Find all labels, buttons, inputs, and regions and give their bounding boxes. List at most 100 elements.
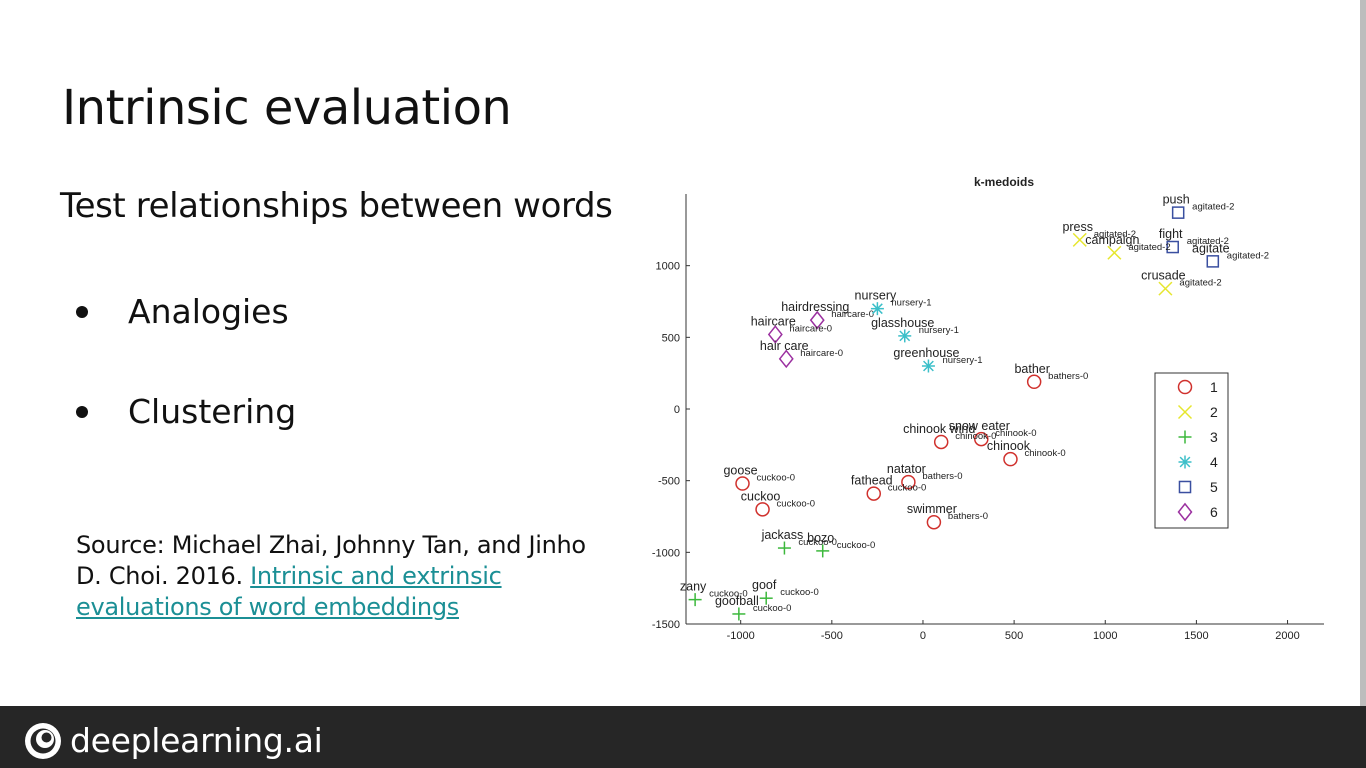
marker-plus bbox=[777, 541, 791, 555]
point-cluster-tag: nursery-1 bbox=[942, 355, 982, 366]
point-word-label: bather bbox=[1014, 362, 1049, 376]
point-cluster-tag: cuckoo-0 bbox=[709, 589, 748, 600]
point-word-label: chinook bbox=[987, 439, 1031, 453]
square-marker bbox=[1171, 206, 1185, 219]
bullet-label: Clustering bbox=[128, 392, 297, 431]
marker-square bbox=[1206, 255, 1220, 268]
star-stroke bbox=[1179, 456, 1191, 468]
point-word-label: zany bbox=[680, 580, 707, 594]
bullet-item-analogies: Analogies bbox=[76, 292, 289, 331]
point-cluster-tag: cuckoo-0 bbox=[777, 498, 816, 509]
x-stroke bbox=[1107, 245, 1122, 260]
point-word-label: natator bbox=[887, 462, 926, 476]
source-citation: Source: Michael Zhai, Johnny Tan, and Ji… bbox=[76, 530, 606, 623]
point-cluster-tag: nursery-1 bbox=[919, 325, 959, 336]
marker-plus bbox=[688, 593, 702, 607]
marker-circle bbox=[755, 502, 770, 517]
marker-diamond bbox=[778, 349, 794, 369]
point-word-label: crusade bbox=[1141, 269, 1186, 283]
marker-plus bbox=[816, 544, 830, 558]
point-word-label: agitate bbox=[1192, 241, 1230, 255]
x-tick-label: 2000 bbox=[1275, 630, 1299, 642]
legend-box bbox=[1154, 372, 1229, 529]
square-marker bbox=[1166, 240, 1179, 254]
marker-x bbox=[1158, 281, 1173, 296]
point-word-label: chinook wind bbox=[903, 422, 975, 436]
circle-marker bbox=[926, 514, 942, 530]
marker-circle bbox=[926, 514, 942, 530]
point-cluster-tag: haircare-0 bbox=[800, 348, 843, 359]
x-tick-label: 0 bbox=[920, 630, 926, 642]
point-cluster-tag: cuckoo-0 bbox=[757, 473, 796, 484]
source-paper-link[interactable]: Intrinsic and extrinsic evaluations of w… bbox=[76, 562, 502, 621]
point-word-label: jackass bbox=[761, 528, 804, 542]
point-word-label: push bbox=[1163, 193, 1190, 207]
y-tick-label: 0 bbox=[674, 404, 680, 416]
y-tick-label: -1000 bbox=[652, 547, 680, 559]
marker-circle bbox=[933, 434, 949, 450]
diamond-marker bbox=[767, 325, 783, 344]
k-medoids-scatter-chart: k-medoids -1000 -500 0 500 1000 1500 200010005… bbox=[652, 175, 1324, 642]
point-cluster-tag: agitated-2 bbox=[1187, 236, 1229, 247]
x-stroke bbox=[1158, 281, 1173, 296]
marker-star bbox=[898, 329, 912, 343]
marker-x bbox=[1177, 404, 1193, 420]
x-stroke bbox=[1072, 232, 1087, 247]
point-cluster-tag: bathers-0 bbox=[922, 471, 962, 482]
chart-legend: 1 2 3 4 5 6 bbox=[1154, 372, 1229, 529]
circle-marker bbox=[735, 476, 750, 491]
y-tick-label: 1000 bbox=[656, 261, 680, 273]
deeplearning-logo-icon bbox=[25, 722, 61, 759]
point-cluster-tag: nursery-1 bbox=[891, 298, 931, 309]
slide-subtitle: Test relationships between words bbox=[60, 186, 613, 226]
y-tick-label: 500 bbox=[662, 332, 680, 344]
slide-title: Intrinsic evaluation bbox=[62, 80, 512, 136]
marker-plus bbox=[759, 591, 773, 605]
square-marker bbox=[1178, 480, 1192, 494]
point-word-label: goofball bbox=[715, 594, 759, 608]
marker-x bbox=[1107, 245, 1122, 260]
x-stroke bbox=[1177, 404, 1193, 420]
marker-plus bbox=[732, 607, 746, 621]
point-cluster-tag: bathers-0 bbox=[1048, 371, 1088, 382]
legend-label: 4 bbox=[1210, 454, 1218, 470]
point-word-label: goose bbox=[723, 464, 757, 478]
source-text: Source: Michael Zhai, Johnny Tan, and Ji… bbox=[76, 531, 586, 590]
brand: deeplearning.ai bbox=[24, 721, 323, 760]
point-cluster-tag: bathers-0 bbox=[948, 511, 988, 522]
x-tick-label: 1500 bbox=[1184, 630, 1208, 642]
marker-diamond bbox=[809, 310, 825, 330]
marker-square bbox=[1178, 480, 1192, 494]
point-word-label: greenhouse bbox=[893, 346, 959, 360]
point-word-label: swimmer bbox=[907, 502, 957, 516]
window-edge bbox=[1360, 0, 1366, 706]
marker-diamond bbox=[767, 325, 783, 344]
brand-name: deeplearning.ai bbox=[70, 721, 323, 760]
point-word-label: bozo bbox=[807, 531, 834, 545]
point-cluster-tag: cuckoo-0 bbox=[780, 587, 819, 598]
point-cluster-tag: haircare-0 bbox=[789, 323, 832, 334]
circle-marker bbox=[933, 434, 949, 450]
circle-marker bbox=[1026, 374, 1042, 390]
circle-marker bbox=[1177, 379, 1193, 395]
marker-circle bbox=[1026, 374, 1042, 390]
star-stroke bbox=[923, 360, 934, 372]
footer-bar: deeplearning.ai bbox=[0, 706, 1366, 768]
marker-diamond bbox=[1177, 502, 1193, 522]
point-cluster-tag: cuckoo-0 bbox=[798, 537, 837, 548]
point-cluster-tag: cuckoo-0 bbox=[888, 483, 927, 494]
point-cluster-tag: agitated-2 bbox=[1128, 242, 1170, 253]
marker-circle bbox=[1177, 379, 1193, 395]
bullet-label: Analogies bbox=[128, 292, 289, 331]
point-word-label: cuckoo bbox=[741, 489, 781, 503]
legend-label: 2 bbox=[1210, 404, 1218, 420]
chart-axes: -1000 -500 0 500 1000 1500 2000 1000 500 0 -500 -10… bbox=[652, 194, 1324, 642]
x-tick-label: -1000 bbox=[727, 630, 755, 642]
bullet-dot-icon bbox=[76, 305, 88, 318]
point-cluster-tag: agitated-2 bbox=[1094, 229, 1136, 240]
circle-marker bbox=[1003, 451, 1018, 467]
point-cluster-tag: agitated-2 bbox=[1227, 250, 1269, 261]
marker-square bbox=[1171, 206, 1185, 219]
point-cluster-tag: haircare-0 bbox=[831, 309, 874, 320]
